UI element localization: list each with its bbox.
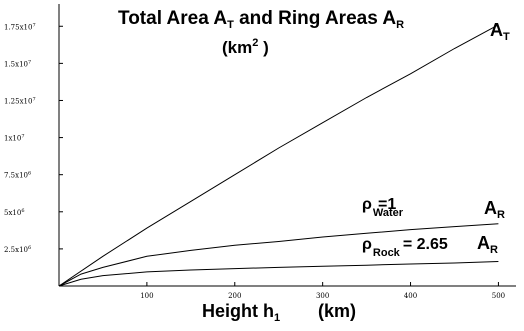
series-total-label-sub: T (503, 31, 510, 43)
y-tick-label-exponent: 6 (28, 245, 31, 251)
chart-title-sub-1: T (227, 19, 234, 31)
x-axis-label-units: (km) (318, 301, 356, 321)
y-tick-label-mantissa: 1x10 (4, 135, 21, 143)
chart-title: Total Area AT and Ring Areas AR (118, 8, 404, 31)
y-tick-label-exponent: 6 (21, 208, 24, 214)
chart-title-part-1: Total Area A (118, 8, 227, 29)
water-density-value: =1 (378, 196, 396, 213)
y-tick-label-exponent: 7 (28, 59, 31, 65)
series-total-label: AT (490, 20, 510, 43)
series-group (58, 24, 499, 287)
series-rock-label: AR (477, 233, 498, 256)
rock-density-symbol: ρ (362, 236, 372, 253)
series-line-water-ring (58, 223, 499, 287)
x-tick-label: 200 (228, 292, 241, 300)
x-tick-label: 400 (404, 292, 417, 300)
y-tick-label-mantissa: 2.5x10 (4, 246, 28, 254)
rock-density-sub: Rock (373, 247, 401, 259)
units-exponent: 2 (252, 37, 258, 49)
y-tick-label-mantissa: 7.5x10 (4, 172, 28, 180)
series-rock-label-sub: R (490, 244, 498, 256)
x-tick-label: 300 (316, 292, 329, 300)
chart-units: (km2 ) (222, 37, 269, 57)
chart-title-sub-2: R (396, 19, 404, 31)
y-tick-label: 1.75x107 (4, 22, 36, 31)
x-axis-label: Height h1 (km) (202, 301, 356, 324)
y-tick-label-exponent: 7 (32, 96, 35, 102)
series-line-total-area (58, 24, 499, 287)
series-rock-label-main: A (477, 233, 490, 253)
y-tick-label-mantissa: 1.5x10 (4, 60, 28, 68)
series-water-label: AR (484, 198, 505, 221)
y-tick-label: 5x106 (4, 208, 25, 217)
y-tick-label-exponent: 6 (28, 171, 31, 177)
series-water-label-sub: R (497, 209, 505, 221)
rock-density-label: ρRock = 2.65 (362, 236, 448, 259)
y-tick-label: 1.25x107 (4, 96, 36, 105)
chart-title-part-2: and Ring Areas A (234, 8, 397, 29)
x-axis-label-main: Height h (202, 301, 274, 321)
series-water-label-main: A (484, 198, 497, 218)
series-line-rock-ring (58, 261, 499, 287)
y-tick-label-mantissa: 1.75x10 (4, 23, 32, 31)
y-tick-label: 1.5x107 (4, 59, 31, 68)
y-tick-label: 1x107 (4, 134, 25, 143)
units-close: ) (258, 38, 268, 57)
x-tick-label: 500 (492, 292, 505, 300)
water-density-symbol: ρ (362, 196, 372, 213)
units-open: (km (222, 38, 252, 57)
y-tick-label-mantissa: 1.25x10 (4, 97, 32, 105)
rock-density-value: = 2.65 (403, 236, 448, 253)
y-ticks: 2.5x1065x1067.5x1061x1071.25x1071.5x1071… (4, 22, 63, 254)
water-density-label: ρWater=1 (362, 196, 404, 219)
y-tick-label: 2.5x106 (4, 245, 31, 254)
x-ticks: 100 200 300 400 500 (140, 282, 505, 300)
y-tick-label-exponent: 7 (32, 22, 35, 28)
x-tick-label: 100 (140, 292, 153, 300)
y-tick-label-mantissa: 5x10 (4, 209, 21, 217)
series-total-label-main: A (490, 20, 503, 40)
y-tick-label: 7.5x106 (4, 171, 31, 180)
x-axis-label-sub: 1 (274, 312, 280, 324)
y-tick-label-exponent: 7 (21, 134, 24, 140)
water-density-sub: Water (373, 207, 404, 219)
